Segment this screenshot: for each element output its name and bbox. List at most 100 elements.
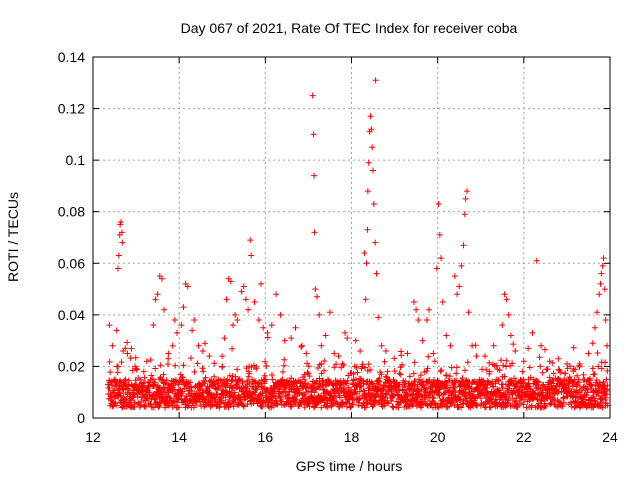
data-point (271, 389, 278, 396)
data-point (231, 399, 238, 406)
data-point (398, 352, 405, 359)
data-point (425, 353, 432, 360)
data-point (106, 385, 113, 392)
data-point (566, 387, 573, 394)
data-point (144, 395, 151, 402)
data-point (318, 342, 325, 349)
data-point (279, 368, 286, 375)
data-point (377, 381, 384, 388)
data-point (118, 359, 125, 366)
data-point (117, 392, 124, 399)
data-point (600, 255, 607, 262)
data-point (277, 311, 284, 318)
data-point (570, 344, 577, 351)
data-point (322, 332, 329, 339)
data-point (495, 377, 502, 384)
data-point (311, 229, 318, 236)
data-point (487, 404, 494, 411)
data-point (402, 383, 409, 390)
data-point (585, 350, 592, 357)
data-point (202, 374, 209, 381)
data-point (172, 362, 179, 369)
data-point (364, 400, 371, 407)
data-point (381, 383, 388, 390)
data-point (413, 306, 420, 313)
data-point (149, 376, 156, 383)
data-point (292, 324, 299, 331)
data-point (569, 383, 576, 390)
data-point (299, 395, 306, 402)
data-point (200, 368, 207, 375)
data-point (350, 371, 357, 378)
data-point (535, 378, 542, 385)
data-point (430, 376, 437, 383)
data-point (486, 368, 493, 375)
data-point (303, 350, 310, 357)
data-point (364, 226, 371, 233)
data-point (477, 384, 484, 391)
data-point (106, 358, 113, 365)
data-point (436, 231, 443, 238)
data-point (331, 350, 338, 357)
data-point (125, 377, 132, 384)
data-point (430, 395, 437, 402)
data-point (597, 396, 604, 403)
data-point (234, 394, 241, 401)
data-point (450, 384, 457, 391)
data-point (474, 401, 481, 408)
data-point (281, 337, 288, 344)
data-point (373, 270, 380, 277)
data-point (409, 397, 416, 404)
data-point (132, 354, 139, 361)
data-point (431, 358, 438, 365)
data-point (562, 370, 569, 377)
data-point (602, 359, 609, 366)
data-point (195, 342, 202, 349)
data-point (108, 394, 115, 401)
data-point (560, 381, 567, 388)
x-tick-label: 20 (430, 429, 446, 445)
data-point (203, 393, 210, 400)
data-point (604, 382, 611, 389)
data-point (336, 394, 343, 401)
data-point (603, 342, 610, 349)
data-point (147, 356, 154, 363)
data-point (376, 375, 383, 382)
data-point (601, 286, 608, 293)
data-point (206, 353, 213, 360)
data-point (396, 370, 403, 377)
data-point (178, 322, 185, 329)
data-point (109, 342, 116, 349)
y-tick-label: 0.06 (58, 255, 85, 271)
data-point (401, 382, 408, 389)
y-tick-labels: 0 0.02 0.04 0.06 0.08 0.1 0.12 0.14 (58, 49, 85, 426)
data-point (533, 257, 540, 264)
data-point (367, 366, 374, 373)
x-tick-label: 22 (516, 429, 532, 445)
data-point (253, 386, 260, 393)
data-point (397, 371, 404, 378)
data-point (115, 363, 122, 370)
data-point (367, 113, 374, 120)
data-point (310, 131, 317, 138)
x-axis-label: GPS time / hours (296, 458, 403, 474)
data-point (148, 372, 155, 379)
data-point (526, 383, 533, 390)
data-point (503, 393, 510, 400)
data-point (160, 371, 167, 378)
data-point (384, 368, 391, 375)
data-point (163, 377, 170, 384)
data-point (159, 386, 166, 393)
data-point (442, 383, 449, 390)
data-point (489, 380, 496, 387)
data-point (525, 345, 532, 352)
data-point (150, 322, 157, 329)
data-point (139, 394, 146, 401)
data-point (520, 401, 527, 408)
data-point (164, 361, 171, 368)
data-point (179, 388, 186, 395)
data-point (106, 322, 113, 329)
data-point (498, 357, 505, 364)
data-point (352, 376, 359, 383)
data-point (298, 343, 305, 350)
